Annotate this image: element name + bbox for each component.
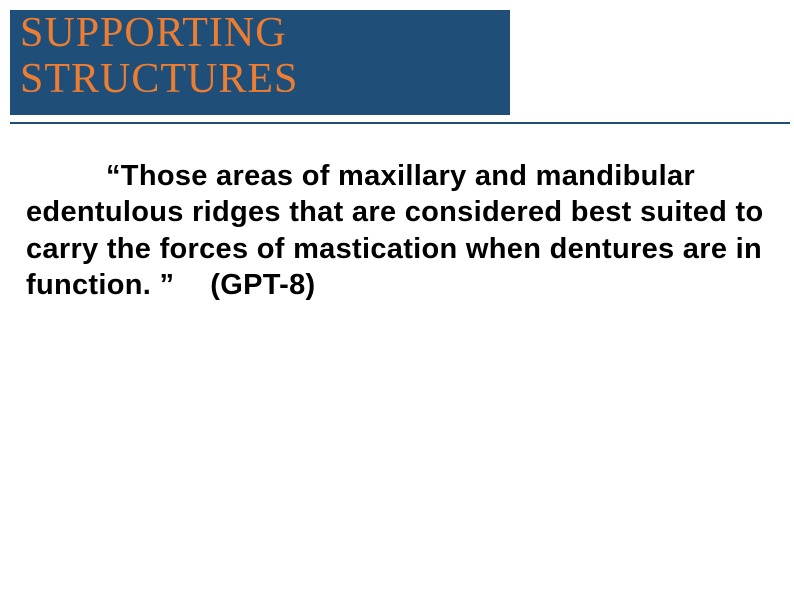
title-line-1: SUPPORTING bbox=[20, 10, 500, 56]
slide-title: SUPPORTING STRUCTURES bbox=[20, 10, 500, 102]
body-quote: “Those areas of maxillary and mandibular… bbox=[26, 160, 764, 301]
title-box: SUPPORTING STRUCTURES bbox=[10, 10, 510, 115]
title-line-2: STRUCTURES bbox=[20, 56, 500, 102]
title-underline bbox=[10, 122, 790, 124]
body-paragraph: “Those areas of maxillary and mandibular… bbox=[26, 158, 776, 303]
body-citation: (GPT-8) bbox=[210, 269, 315, 301]
